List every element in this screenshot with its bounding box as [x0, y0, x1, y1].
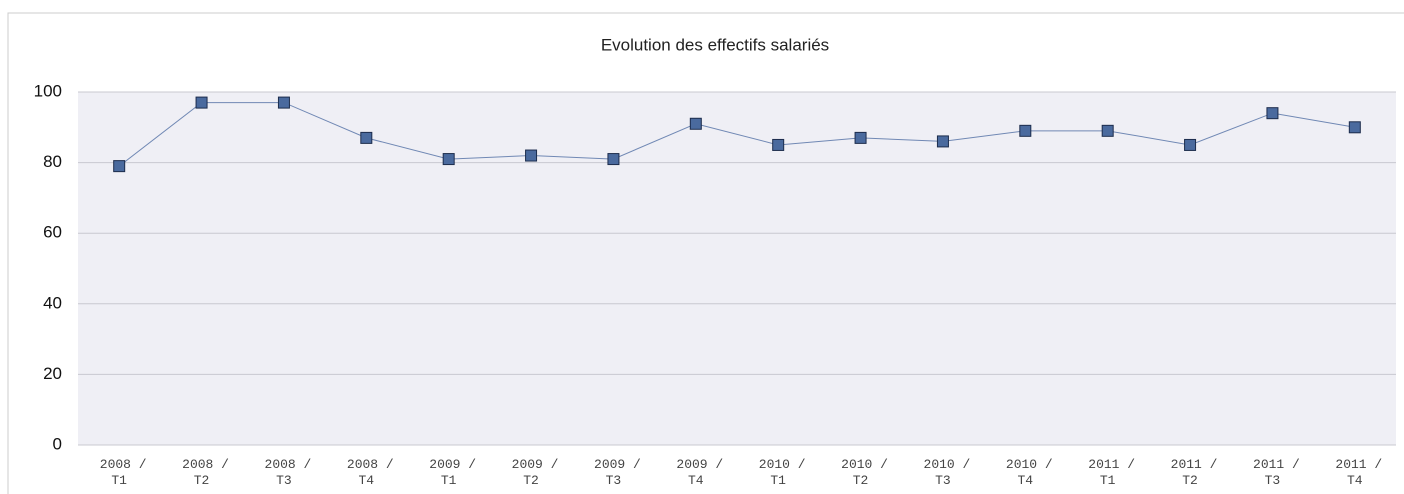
x-tick-label: 2011 /T4	[1335, 457, 1382, 488]
x-tick-label: 2008 /T3	[265, 457, 312, 488]
marker	[360, 131, 373, 144]
marker	[936, 135, 949, 148]
marker	[607, 153, 620, 166]
x-tick-label: 2010 /T4	[1006, 457, 1053, 488]
marker	[772, 138, 785, 151]
x-tick-label: 2010 /T3	[924, 457, 971, 488]
x-tick-label: 2011 /T2	[1171, 457, 1218, 488]
plot-area	[78, 92, 1396, 445]
marker	[442, 153, 455, 166]
y-tick-label: 80	[43, 152, 62, 171]
chart-title: Evolution des effectifs salariés	[601, 35, 829, 54]
marker	[113, 160, 126, 173]
marker	[1266, 107, 1279, 120]
x-tick-label: 2010 /T2	[841, 457, 888, 488]
series-line	[118, 102, 1355, 167]
marker	[1019, 124, 1032, 137]
marker	[1184, 138, 1197, 151]
y-tick-label: 60	[43, 223, 62, 242]
x-tick-label: 2011 /T1	[1088, 457, 1135, 488]
marker	[689, 117, 702, 130]
frame	[7, 12, 1404, 494]
marker	[854, 131, 867, 144]
marker	[1101, 124, 1114, 137]
x-tick-label: 2008 /T2	[182, 457, 229, 488]
x-tick-label: 2011 /T3	[1253, 457, 1300, 488]
x-tick-label: 2009 /T4	[676, 457, 723, 488]
x-tick-label: 2009 /T3	[594, 457, 641, 488]
x-tick-label: 2009 /T1	[429, 457, 476, 488]
marker	[195, 96, 208, 109]
marker	[1348, 121, 1361, 134]
y-tick-label: 0	[53, 434, 62, 453]
x-tick-label: 2008 /T4	[347, 457, 394, 488]
x-tick-label: 2010 /T1	[759, 457, 806, 488]
x-tick-label: 2009 /T2	[512, 457, 559, 488]
y-tick-label: 20	[43, 364, 62, 383]
marker	[277, 96, 290, 109]
marker	[525, 149, 538, 162]
x-tick-label: 2008 /T1	[100, 457, 147, 488]
y-tick-label: 40	[43, 293, 62, 312]
y-tick-label: 100	[34, 81, 62, 100]
